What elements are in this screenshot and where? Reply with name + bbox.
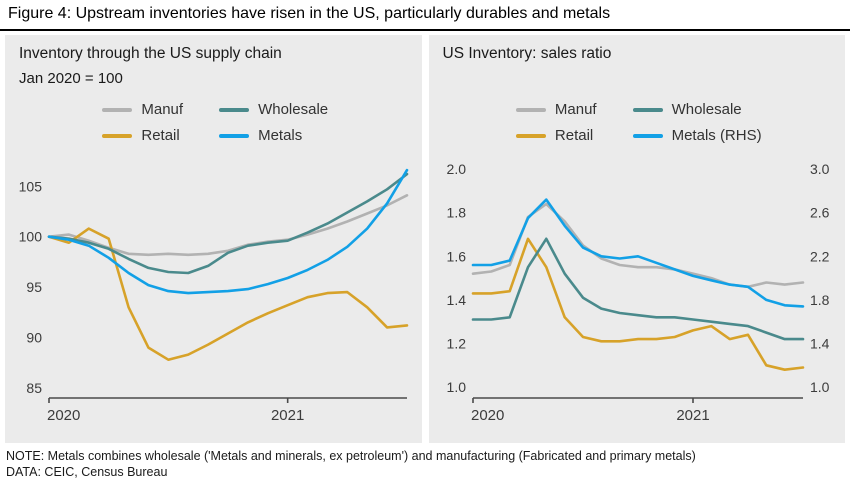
svg-text:1.4: 1.4	[446, 292, 466, 308]
legend-label-metals-rhs: Metals (RHS)	[671, 127, 762, 144]
svg-text:1.0: 1.0	[446, 379, 466, 395]
svg-text:1.2: 1.2	[446, 335, 466, 351]
supply-chain-panel-title: Inventory through the US supply chain	[19, 45, 282, 62]
legend-item-wholesale: Wholesale	[219, 101, 328, 118]
svg-text:105: 105	[19, 178, 43, 194]
legend-item-retail: Retail	[102, 127, 183, 144]
legend-label-manuf: Manuf	[554, 101, 597, 118]
legend-label-metals: Metals	[258, 127, 303, 144]
legend-item-manuf: Manuf	[102, 101, 183, 118]
inventory-sales-ratio-panel-subtitle	[437, 63, 842, 89]
supply-chain-panel: Inventory through the US supply chain Ja…	[5, 35, 422, 443]
svg-text:90: 90	[27, 330, 43, 346]
metals-line-swatch	[632, 133, 663, 138]
svg-text:1.4: 1.4	[810, 335, 830, 351]
supply-chain-line-chart: 85 90 95 100 105 2020 2021	[19, 168, 409, 424]
svg-text:2.6: 2.6	[810, 205, 830, 221]
supply-chain-panel-subtitle: Jan 2020 = 100	[19, 70, 123, 87]
legend-item-manuf: Manuf	[515, 101, 597, 118]
svg-text:2021: 2021	[676, 407, 709, 424]
inventory-sales-ratio-panel-title: US Inventory: sales ratio	[442, 45, 612, 62]
svg-text:95: 95	[27, 279, 43, 295]
manuf-line-swatch	[102, 107, 133, 112]
inventory-sales-ratio-legend: Manuf Wholesale Retail Metals (RHS)	[437, 101, 842, 144]
chart-panels: Inventory through the US supply chain Ja…	[0, 31, 850, 443]
supply-chain-legend: Manuf Wholesale Retail Metals	[13, 101, 418, 144]
legend-item-wholesale: Wholesale	[632, 101, 762, 118]
svg-text:2020: 2020	[471, 407, 504, 424]
svg-text:1.6: 1.6	[446, 248, 466, 264]
manuf-line-swatch	[515, 107, 546, 112]
wholesale-line-swatch	[219, 107, 250, 112]
inventory-sales-ratio-panel: US Inventory: sales ratio Manuf Wholesal…	[428, 35, 845, 443]
inventory-sales-ratio-line-chart: 1.0 1.2 1.4 1.6 1.8 2.0 1.0 1.4 1.8 2.2 2.6 3.0 2020…	[446, 161, 830, 424]
svg-text:1.8: 1.8	[810, 292, 830, 308]
retail-line-swatch	[515, 133, 546, 138]
legend-label-wholesale: Wholesale	[258, 101, 329, 118]
legend-label-retail: Retail	[554, 127, 594, 144]
legend-label-retail: Retail	[141, 127, 180, 144]
svg-text:1.0: 1.0	[810, 379, 830, 395]
legend-item-metals-rhs: Metals (RHS)	[632, 127, 762, 144]
svg-text:2020: 2020	[47, 407, 80, 424]
metals-line-swatch	[219, 133, 250, 138]
svg-text:2.2: 2.2	[810, 248, 830, 264]
figure-4: Figure 4: Upstream inventories have rise…	[0, 0, 850, 479]
legend-item-retail: Retail	[515, 127, 597, 144]
svg-text:2.0: 2.0	[446, 161, 466, 177]
wholesale-line-swatch	[632, 107, 663, 112]
svg-text:2021: 2021	[271, 407, 304, 424]
figure-title: Figure 4: Upstream inventories have rise…	[0, 0, 850, 31]
svg-text:100: 100	[19, 229, 43, 245]
svg-text:1.8: 1.8	[446, 205, 466, 221]
retail-line-swatch	[102, 133, 133, 138]
svg-text:3.0: 3.0	[810, 161, 830, 177]
legend-label-manuf: Manuf	[141, 101, 184, 118]
legend-item-metals: Metals	[219, 127, 328, 144]
figure-source: DATA: CEIC, Census Bureau	[6, 465, 168, 479]
svg-text:85: 85	[27, 380, 43, 396]
figure-note: NOTE: Metals combines wholesale ('Metals…	[6, 449, 696, 463]
legend-label-wholesale: Wholesale	[671, 101, 742, 118]
